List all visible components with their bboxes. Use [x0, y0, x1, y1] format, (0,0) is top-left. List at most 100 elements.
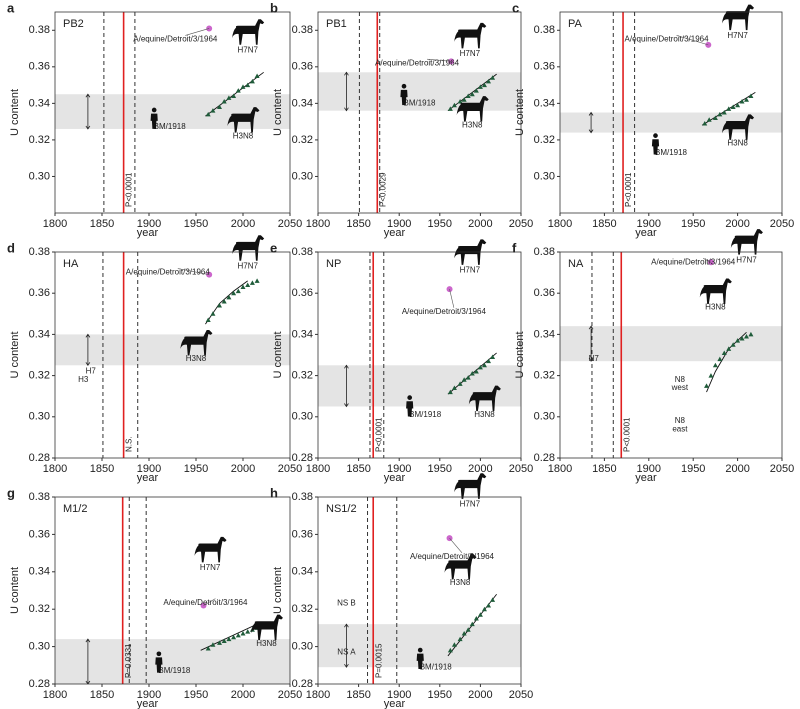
- leader-line: [185, 28, 210, 36]
- axes-frame: [54, 251, 291, 459]
- x-tick-label: 2050: [278, 218, 302, 230]
- data-point: [721, 110, 727, 115]
- y-tick-label: 0.36: [292, 528, 313, 540]
- y-tick-label: 0.30: [29, 170, 50, 182]
- annotation: NS A: [337, 647, 356, 656]
- annotation: east: [672, 424, 688, 433]
- panel-letter: c: [512, 0, 519, 15]
- axes-frame: [317, 11, 522, 214]
- data-point: [461, 97, 467, 102]
- data-point: [726, 106, 732, 111]
- x-tick-label: 2000: [468, 689, 492, 701]
- y-tick-label: 0.32: [534, 134, 555, 146]
- bracket-arrowhead: [588, 111, 594, 116]
- panel-title: NP: [326, 258, 341, 270]
- plot-area: [55, 497, 290, 684]
- shaded-band: [55, 639, 290, 684]
- bracket-arrowhead: [344, 107, 349, 112]
- data-point: [226, 636, 232, 642]
- plot-area: [318, 497, 521, 684]
- data-point: [235, 88, 241, 93]
- data-point: [717, 356, 723, 362]
- leader-line: [203, 598, 216, 606]
- data-point: [451, 642, 457, 647]
- panel-title: NS1/2: [326, 503, 357, 515]
- y-tick-label: 0.38: [292, 24, 313, 36]
- x-tick-label: 1850: [346, 218, 370, 230]
- annotation: H7N7: [460, 500, 481, 509]
- y-tick-label: 0.34: [292, 97, 313, 109]
- y-tick-label: 0.38: [292, 491, 313, 503]
- annotation: H7N7: [727, 31, 748, 40]
- panel: P=0.0015 H3N8 A/equine/Detroit/3/1964 H7N7 B…: [270, 473, 533, 709]
- x-tick-label: 2000: [231, 463, 255, 475]
- bracket-arrowhead: [344, 71, 349, 76]
- y-axis-label: U content: [9, 89, 21, 136]
- horse-icon: [232, 19, 265, 45]
- plot-area: [55, 12, 290, 213]
- data-point: [477, 364, 483, 370]
- series-label: H3N8: [186, 354, 207, 363]
- shaded-band: [318, 72, 521, 111]
- data-point: [748, 331, 754, 337]
- panel-title: HA: [63, 258, 79, 270]
- x-tick-label: 1850: [90, 218, 114, 230]
- p-value: P<0.0001: [624, 172, 633, 207]
- series-label: H3N8: [233, 131, 254, 140]
- y-axis-label: U content: [9, 567, 21, 614]
- panel-letter: g: [7, 485, 15, 500]
- series-label: H3N8: [450, 578, 471, 587]
- panel-letter: a: [7, 0, 15, 15]
- series-label: H3N8: [462, 120, 483, 129]
- y-tick-label: 0.36: [29, 528, 50, 540]
- axes-frame: [317, 496, 522, 685]
- annotation: H7: [86, 367, 97, 376]
- panel: P<0.0001 H3N8 A/equine/Detroit/3/1964 H7N7 B…: [512, 0, 794, 238]
- data-point: [217, 640, 222, 645]
- panel: P=0.0331 H3N8 A/equine/Detroit/3/1964 H7N7 B…: [7, 485, 302, 709]
- data-point: [721, 350, 727, 355]
- data-point: [254, 278, 260, 283]
- x-tick-label: 1950: [184, 463, 208, 475]
- x-tick-label: 1950: [184, 218, 208, 230]
- y-tick-label: 0.38: [292, 246, 313, 258]
- data-point: [447, 106, 453, 111]
- horse-icon: [194, 536, 227, 563]
- fit-line: [205, 280, 248, 325]
- x-tick-label: 2050: [770, 218, 794, 230]
- y-tick-label: 0.34: [292, 328, 313, 340]
- annotation: BM/1918: [409, 410, 442, 419]
- y-tick-label: 0.36: [29, 287, 50, 299]
- bracket-arrowhead: [588, 129, 594, 134]
- data-point: [465, 93, 471, 99]
- panel-title: M1/2: [63, 503, 87, 515]
- data-point: [717, 111, 723, 117]
- panel-title: PB2: [63, 18, 84, 30]
- data-point: [481, 606, 487, 612]
- data-point: [481, 362, 487, 368]
- series-label: A/equine/Detroit/3/1964: [402, 307, 487, 316]
- y-tick-label: 0.32: [29, 603, 50, 615]
- plot-area: [560, 252, 782, 458]
- y-axis-label: U content: [272, 567, 284, 614]
- annotation: BM/1918: [420, 662, 453, 671]
- data-point: [473, 616, 479, 621]
- p-value: P<0.0001: [374, 417, 383, 452]
- y-tick-label: 0.36: [292, 61, 313, 73]
- panel-title: PA: [568, 18, 583, 30]
- x-tick-label: 1850: [592, 218, 616, 230]
- data-point: [743, 333, 749, 339]
- data-point: [226, 294, 232, 300]
- annotation: N8: [675, 416, 686, 425]
- series-label: A/equine/Detroit/3/1964: [375, 58, 460, 67]
- x-tick-label: 2050: [509, 463, 533, 475]
- annotation: BM/1918: [158, 666, 191, 675]
- data-point: [477, 84, 483, 89]
- y-tick-label: 0.30: [29, 641, 50, 653]
- y-tick-label: 0.36: [29, 61, 50, 73]
- x-tick-label: 2000: [231, 218, 255, 230]
- y-tick-label: 0.30: [29, 411, 50, 423]
- data-point: [221, 99, 227, 104]
- y-tick-label: 0.38: [29, 24, 50, 36]
